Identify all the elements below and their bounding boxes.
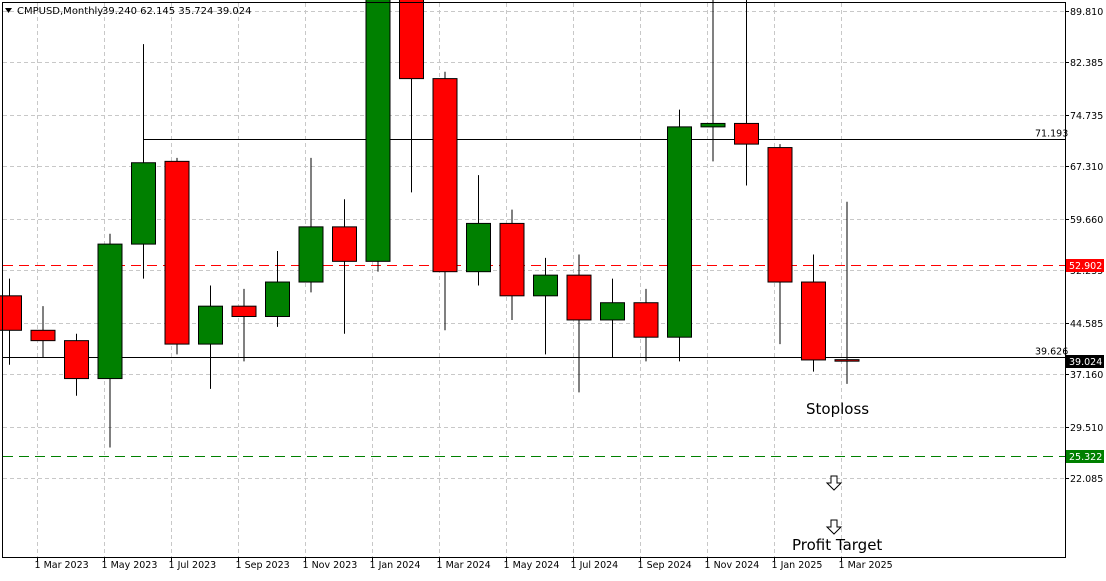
bull-candle-body — [668, 127, 692, 337]
bull-candle-body — [299, 227, 323, 282]
candle[interactable] — [199, 285, 223, 388]
candle[interactable] — [634, 289, 658, 361]
candle[interactable] — [165, 158, 189, 355]
candle[interactable] — [802, 254, 826, 371]
y-tick-label: 89.810 — [1070, 7, 1103, 18]
x-tick-label: 1 Nov 2024 — [705, 560, 760, 571]
x-tick-label: 1 May 2023 — [102, 560, 158, 571]
x-tick-label: 1 Mar 2023 — [35, 560, 89, 571]
bear-candle-body — [333, 227, 357, 261]
bear-candle-body — [0, 296, 22, 330]
candle[interactable] — [299, 158, 323, 292]
x-tick-label: 1 Jan 2024 — [370, 560, 421, 571]
bear-candle-body — [31, 330, 55, 340]
profit-target-label: Profit Target — [792, 536, 882, 554]
x-tick-label: 1 Mar 2024 — [437, 560, 491, 571]
candle[interactable] — [701, 0, 725, 161]
x-tick-label: 1 Sep 2024 — [638, 560, 692, 571]
candle[interactable] — [601, 279, 625, 358]
price-badge-label: 25.322 — [1069, 452, 1102, 463]
candle[interactable] — [534, 258, 558, 355]
chart-header: CMPUSD,Monthly 39.240 62.145 35.724 39.0… — [5, 6, 252, 17]
x-tick-label: 1 Nov 2023 — [303, 560, 358, 571]
x-tick-label: 1 Mar 2025 — [839, 560, 893, 571]
candle[interactable] — [0, 279, 22, 365]
y-tick-label: 82.385 — [1070, 58, 1103, 69]
bear-candle-body — [165, 161, 189, 344]
y-tick-label: 29.510 — [1070, 423, 1103, 434]
bull-candle-body — [701, 123, 725, 126]
bear-candle-body — [835, 360, 859, 362]
annotations: Stoploss Profit Target — [792, 400, 882, 554]
bull-candle-body — [601, 303, 625, 320]
candle[interactable] — [132, 44, 156, 278]
y-tick-label: 37.160 — [1070, 370, 1103, 381]
y-tick-label: 74.735 — [1070, 111, 1103, 122]
x-tick-label: 1 Jan 2025 — [772, 560, 823, 571]
candle[interactable] — [735, 0, 759, 185]
y-tick-label: 22.085 — [1070, 474, 1103, 485]
bull-candle-body — [366, 0, 390, 261]
x-tick-label: 1 May 2024 — [504, 560, 560, 571]
candle[interactable] — [98, 234, 122, 448]
bear-candle-body — [768, 148, 792, 282]
current-price-label: 39.024 — [1069, 357, 1102, 368]
bull-candle-body — [199, 306, 223, 344]
candle[interactable] — [500, 210, 524, 320]
bull-candle-body — [534, 275, 558, 296]
candle[interactable] — [768, 144, 792, 344]
price-level-label: 71.193 — [1035, 129, 1068, 140]
candle[interactable] — [266, 251, 290, 327]
triangle-down-icon[interactable] — [5, 8, 12, 13]
candles — [0, 0, 859, 448]
x-tick-label: 1 Jul 2024 — [571, 560, 619, 571]
bear-candle-body — [232, 306, 256, 316]
candle[interactable] — [232, 289, 256, 361]
candle[interactable] — [668, 110, 692, 362]
bear-candle-body — [400, 0, 424, 79]
price-level-label: 39.626 — [1035, 347, 1068, 358]
bear-candle-body — [433, 79, 457, 272]
candle[interactable] — [835, 202, 859, 384]
x-tick-label: 1 Jul 2023 — [169, 560, 217, 571]
candle[interactable] — [400, 0, 424, 192]
candle[interactable] — [31, 306, 55, 358]
bull-candle-body — [98, 244, 122, 378]
candle[interactable] — [333, 199, 357, 333]
y-tick-label: 67.310 — [1070, 162, 1103, 173]
bull-candle-body — [467, 223, 491, 271]
stoploss-label: Stoploss — [806, 400, 869, 418]
ohlc-readout: 39.240 62.145 35.724 39.024 — [102, 6, 252, 17]
bull-candle-body — [132, 163, 156, 244]
candle[interactable] — [433, 72, 457, 331]
y-tick-label: 59.660 — [1070, 215, 1103, 226]
bear-candle-body — [65, 341, 89, 379]
candle[interactable] — [65, 334, 89, 396]
symbol-label: CMPUSD,Monthly — [17, 6, 103, 17]
bear-candle-body — [567, 275, 591, 320]
candle[interactable] — [467, 175, 491, 285]
bear-candle-body — [735, 123, 759, 144]
price-badge-label: 52.902 — [1069, 261, 1102, 272]
arrow-down-icon — [827, 520, 841, 534]
bear-candle-body — [802, 282, 826, 360]
x-tick-label: 1 Sep 2023 — [236, 560, 290, 571]
candle[interactable] — [366, 0, 390, 272]
bear-candle-body — [500, 223, 524, 295]
bear-candle-body — [634, 303, 658, 337]
bull-candle-body — [266, 282, 290, 316]
y-tick-label: 44.585 — [1070, 319, 1103, 330]
